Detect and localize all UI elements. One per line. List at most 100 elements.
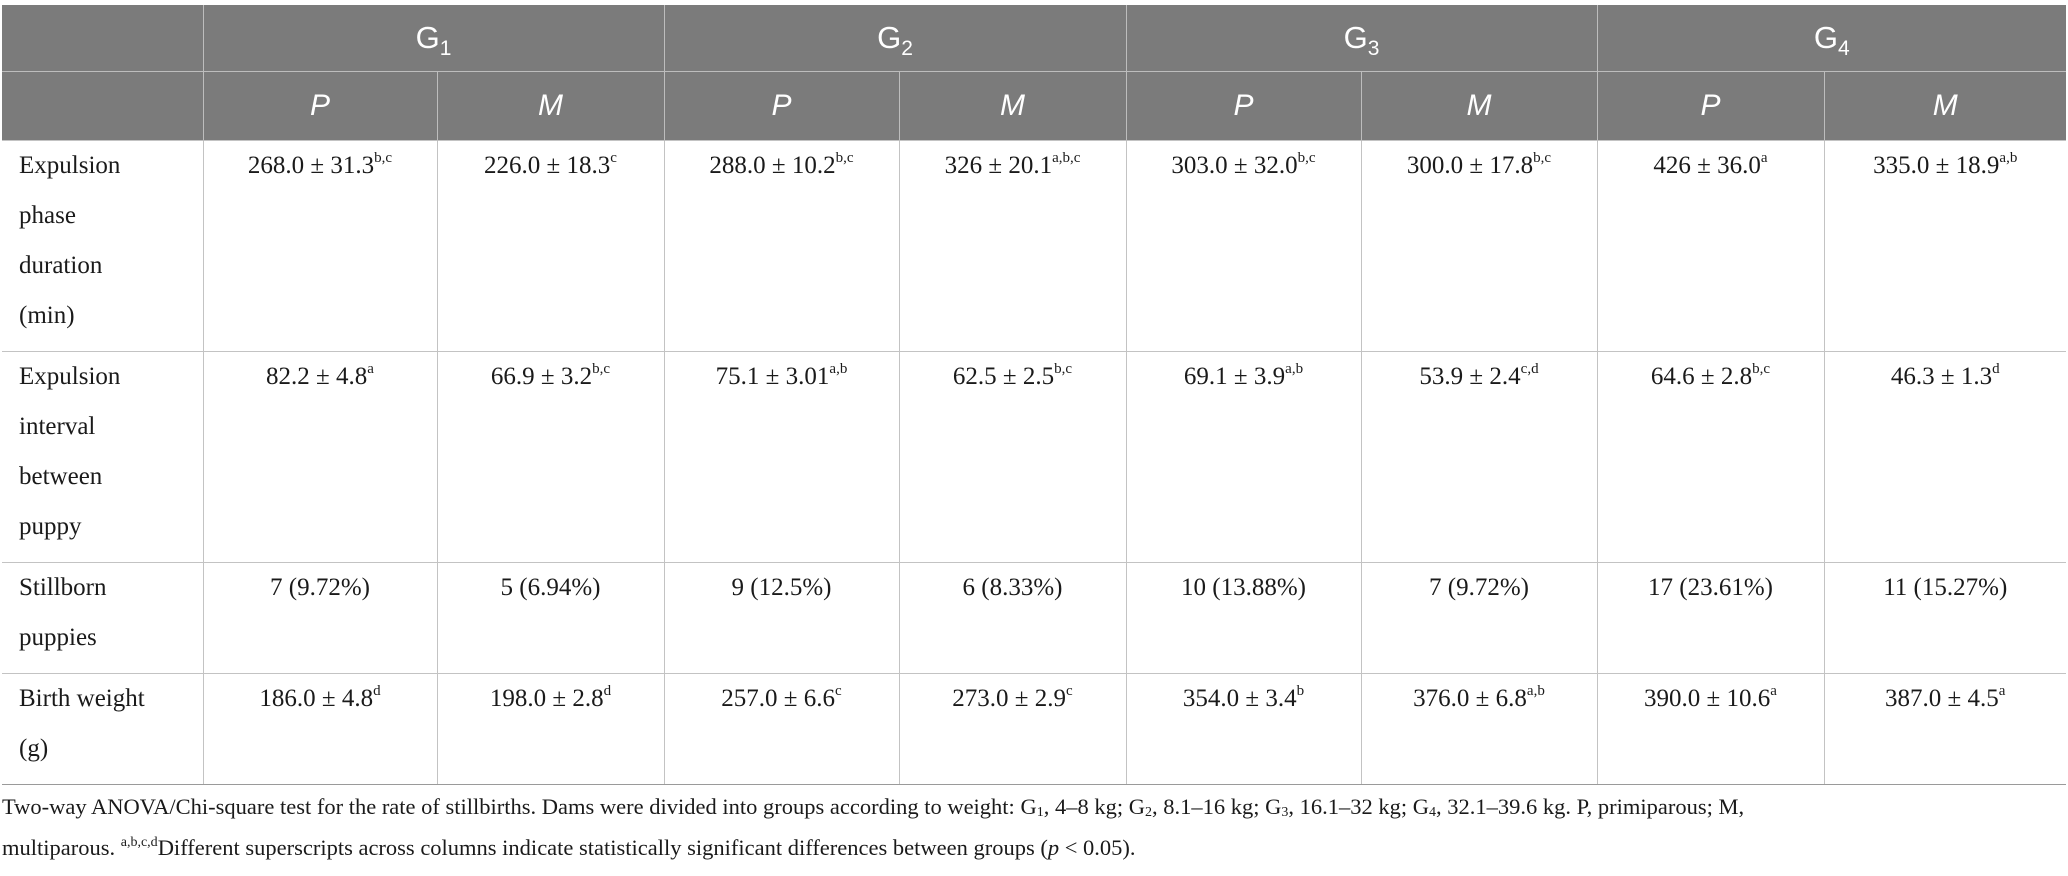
subheader-cell: M [436, 71, 664, 141]
significance-superscript: b,c [592, 360, 611, 377]
group-header-g3: G3 [1125, 5, 1597, 72]
cell-value: 268.0 ± 31.3 [247, 152, 375, 179]
cell-value: 354.0 ± 3.4 [1182, 685, 1297, 712]
results-table: G1 G2 G3 G4 P M P M P M P M Expulsion pha… [2, 5, 2066, 785]
cell-value: 288.0 ± 10.2 [709, 152, 836, 179]
cell-value: 186.0 ± 4.8 [259, 685, 374, 712]
row-label-line: between [19, 463, 103, 490]
data-cell: 426 ± 36.0a [1596, 140, 1825, 352]
cell-value: 6 (8.33%) [962, 574, 1063, 601]
significance-superscript: d [1992, 360, 2000, 377]
significance-superscript: b,c [1533, 149, 1552, 166]
row-label-line: Expulsion [19, 152, 121, 179]
cell-value: 198.0 ± 2.8 [489, 685, 604, 712]
data-cell: 6 (8.33%) [898, 562, 1127, 674]
row-label-line: puppies [19, 624, 97, 651]
cell-value: 335.0 ± 18.9 [1873, 152, 2000, 179]
significance-superscript: b,c [1297, 149, 1316, 166]
corner-cell-lower [2, 71, 203, 141]
significance-superscript: c [1066, 682, 1073, 699]
data-cell: 354.0 ± 3.4b [1125, 673, 1362, 785]
data-cell: 198.0 ± 2.8d [436, 673, 665, 785]
data-cell: 268.0 ± 31.3b,c [202, 140, 438, 352]
cell-value: 66.9 ± 3.2 [490, 363, 593, 390]
row-label-line: puppy [19, 513, 82, 540]
significance-superscript: a,b [1526, 682, 1545, 699]
cell-value: 11 (15.27%) [1883, 574, 2008, 601]
subheader-cell: P [1125, 71, 1361, 141]
row-label-line: interval [19, 413, 96, 440]
data-cell: 5 (6.94%) [436, 562, 665, 674]
cell-value: 69.1 ± 3.9 [1183, 363, 1286, 390]
cell-value: 387.0 ± 4.5 [1885, 685, 1999, 712]
corner-cell [2, 5, 203, 72]
cell-value: 257.0 ± 6.6 [721, 685, 836, 712]
data-cell: 64.6 ± 2.8b,c [1596, 351, 1825, 563]
table-row: Expulsion phase duration (min) 268.0 ± 31.3b… [2, 140, 2066, 352]
data-cell: 273.0 ± 2.9c [898, 673, 1127, 785]
data-cell: 387.0 ± 4.5a [1823, 673, 2066, 785]
table-container: G1 G2 G3 G4 P M P M P M P M Expulsion pha… [2, 5, 2066, 785]
significance-superscript: a [1770, 682, 1777, 699]
row-label-line: duration [19, 252, 103, 279]
row-label-line: Stillborn [19, 574, 107, 601]
significance-superscript: b,c [374, 149, 393, 166]
data-cell: 46.3 ± 1.3d [1823, 351, 2066, 563]
data-cell: 7 (9.72%) [202, 562, 438, 674]
significance-superscript: a,b [1999, 149, 2018, 166]
data-cell: 257.0 ± 6.6c [663, 673, 900, 785]
significance-superscript: b,c [835, 149, 854, 166]
data-cell: 17 (23.61%) [1596, 562, 1825, 674]
cell-value: 426 ± 36.0 [1653, 152, 1761, 179]
cell-value: 75.1 ± 3.01 [715, 363, 830, 390]
cell-value: 226.0 ± 18.3 [484, 152, 611, 179]
data-cell: 9 (12.5%) [663, 562, 900, 674]
table-row: Expulsion interval between puppy 82.2 ± 4.8a… [2, 351, 2066, 563]
cell-value: 10 (13.88%) [1181, 574, 1306, 601]
cell-value: 300.0 ± 17.8 [1406, 152, 1534, 179]
row-label-line: Expulsion [19, 363, 121, 390]
subheader-cell: P [1596, 71, 1824, 141]
data-cell: 10 (13.88%) [1125, 562, 1362, 674]
data-cell: 226.0 ± 18.3c [436, 140, 665, 352]
data-cell: 390.0 ± 10.6a [1596, 673, 1825, 785]
significance-superscript: a,b,c [1052, 149, 1081, 166]
data-cell: 326 ± 20.1a,b,c [898, 140, 1127, 352]
cell-value: 390.0 ± 10.6 [1644, 685, 1771, 712]
significance-superscript: c,d [1520, 360, 1539, 377]
data-cell: 75.1 ± 3.01a,b [663, 351, 900, 563]
cell-value: 62.5 ± 2.5 [952, 363, 1055, 390]
row-label-line: phase [19, 202, 76, 229]
data-cell: 53.9 ± 2.4c,d [1360, 351, 1598, 563]
cell-value: 17 (23.61%) [1648, 574, 1773, 601]
row-label-line: (min) [19, 302, 75, 329]
cell-value: 376.0 ± 6.8 [1413, 685, 1527, 712]
data-cell: 376.0 ± 6.8a,b [1360, 673, 1598, 785]
row-label: Birth weight (g) [2, 673, 204, 785]
data-cell: 69.1 ± 3.9a,b [1125, 351, 1362, 563]
data-cell: 66.9 ± 3.2b,c [436, 351, 665, 563]
data-cell: 186.0 ± 4.8d [202, 673, 438, 785]
data-cell: 335.0 ± 18.9a,b [1823, 140, 2066, 352]
table-body: Expulsion phase duration (min) 268.0 ± 31.3b… [2, 140, 2066, 785]
subheader-cell: M [898, 71, 1126, 141]
table-header: G1 G2 G3 G4 P M P M P M P M [2, 5, 2066, 141]
significance-superscript: a,b [829, 360, 848, 377]
data-cell: 300.0 ± 17.8b,c [1360, 140, 1598, 352]
row-label: Expulsion interval between puppy [2, 351, 204, 563]
significance-superscript: b [1296, 682, 1305, 699]
significance-superscript: a,b [1285, 360, 1304, 377]
subheader-cell: M [1823, 71, 2066, 141]
subheader-cell: P [202, 71, 437, 141]
table-footnote: Two-way ANOVA/Chi-square test for the ra… [2, 794, 1745, 860]
cell-value: 273.0 ± 2.9 [952, 685, 1067, 712]
cell-value: 9 (12.5%) [731, 574, 832, 601]
table-row: Stillborn puppies 7 (9.72%) 5 (6.94%) 9 (12.… [2, 562, 2066, 674]
row-label: Expulsion phase duration (min) [2, 140, 204, 352]
row-label-line: Birth weight [19, 685, 145, 712]
significance-superscript: a [367, 360, 374, 377]
group-header-row: G1 G2 G3 G4 [2, 5, 2066, 72]
group-header-g4: G4 [1596, 5, 2066, 72]
cell-value: 46.3 ± 1.3 [1890, 363, 1993, 390]
cell-value: 7 (9.72%) [1429, 574, 1529, 601]
